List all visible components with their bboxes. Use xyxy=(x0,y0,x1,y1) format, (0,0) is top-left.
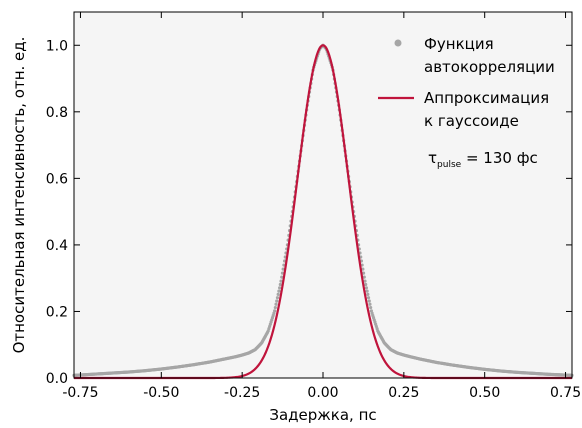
data-point xyxy=(275,296,280,300)
data-point xyxy=(369,305,373,310)
y-tick-label: 0.6 xyxy=(46,171,68,187)
data-layer xyxy=(72,43,574,377)
x-tick-label: -0.75 xyxy=(62,385,98,401)
data-point xyxy=(275,299,279,303)
data-point xyxy=(367,299,371,303)
data-point xyxy=(273,309,277,313)
legend-label-fit-2: к гауссоиде xyxy=(424,112,519,130)
data-point xyxy=(363,279,367,283)
plot-background xyxy=(74,12,572,378)
data-point xyxy=(366,296,371,300)
x-tick-label: 0.75 xyxy=(550,385,581,401)
data-point xyxy=(281,267,285,271)
data-point xyxy=(280,275,284,279)
y-tick-label: 0.8 xyxy=(46,105,68,121)
y-axis-label: Относительная интенсивность, отн. ед. xyxy=(10,37,28,354)
data-point xyxy=(276,292,280,296)
tau-subscript: pulse xyxy=(437,160,462,170)
pulse-duration-annotation: τpulse = 130 фс xyxy=(428,149,538,170)
y-tick-label: 0.2 xyxy=(46,304,68,320)
y-tick-label: 0.0 xyxy=(46,371,68,387)
x-tick-label: 0.25 xyxy=(388,385,419,401)
x-tick-label: -0.50 xyxy=(143,385,179,401)
y-tick-label: 0.4 xyxy=(46,238,68,254)
legend-label-autocorrelation-2: автокорреляции xyxy=(424,58,555,76)
data-point xyxy=(361,267,365,271)
x-tick-label: -0.25 xyxy=(224,385,260,401)
data-point xyxy=(365,289,369,293)
data-point xyxy=(273,305,277,310)
legend-marker-autocorrelation xyxy=(394,39,402,47)
y-axis: 0.0 0.2 0.4 0.6 0.8 1.0 xyxy=(46,38,572,387)
data-point xyxy=(274,302,278,306)
legend-label-fit-1: Аппроксимация xyxy=(424,89,549,107)
x-axis: -0.75 -0.50 -0.25 0.00 0.25 0.50 0.75 xyxy=(62,12,581,401)
x-tick-label: 0.50 xyxy=(469,385,500,401)
x-axis-label: Задержка, пс xyxy=(269,406,376,424)
x-tick-label: 0.00 xyxy=(307,385,338,401)
data-point xyxy=(366,292,370,296)
pulse-duration-value: = 130 фс xyxy=(461,149,538,167)
data-point xyxy=(362,275,366,279)
data-point xyxy=(368,302,372,306)
y-tick-label: 1.0 xyxy=(46,38,68,54)
legend: Функция автокорреляции Аппроксимация к г… xyxy=(378,35,555,130)
data-point xyxy=(361,271,366,275)
data-point xyxy=(364,282,368,287)
data-point xyxy=(278,282,282,287)
legend-label-autocorrelation-1: Функция xyxy=(424,35,494,53)
tau-symbol: τ xyxy=(428,149,437,167)
data-point xyxy=(277,289,281,293)
data-point xyxy=(364,286,368,290)
data-point xyxy=(280,271,285,275)
data-point xyxy=(279,279,283,283)
data-point xyxy=(278,286,282,290)
